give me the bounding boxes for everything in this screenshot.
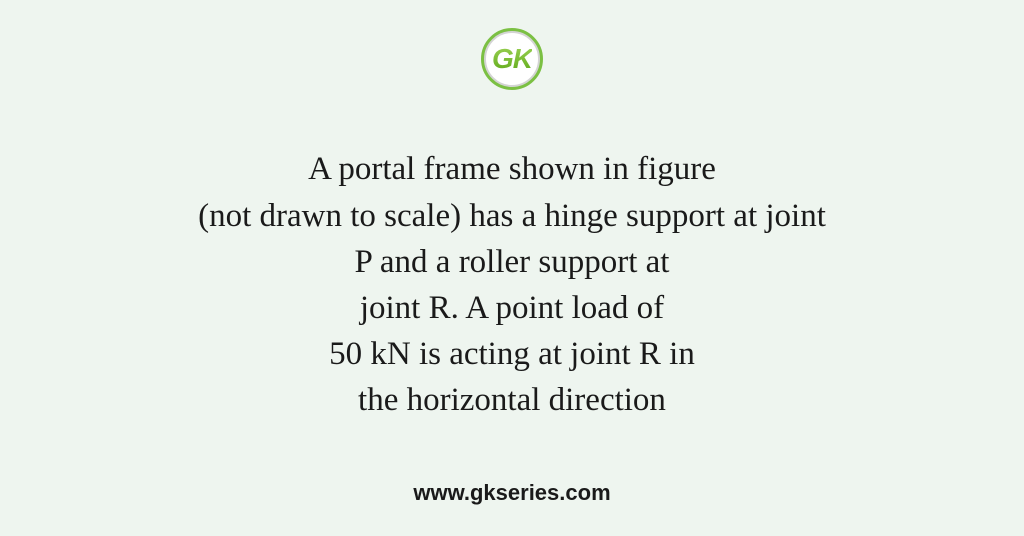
content-line-2: (not drawn to scale) has a hinge support… <box>198 193 826 239</box>
content-line-5: 50 kN is acting at joint R in <box>198 331 826 377</box>
logo-circle: GK <box>481 28 543 90</box>
main-content: A portal frame shown in figure (not draw… <box>198 146 826 423</box>
content-line-4: joint R. A point load of <box>198 285 826 331</box>
logo-text: GK <box>492 43 532 75</box>
content-line-6: the horizontal direction <box>198 377 826 423</box>
logo-container: GK <box>481 28 543 90</box>
content-line-3: P and a roller support at <box>198 239 826 285</box>
footer-url: www.gkseries.com <box>413 480 610 506</box>
content-line-1: A portal frame shown in figure <box>198 146 826 192</box>
